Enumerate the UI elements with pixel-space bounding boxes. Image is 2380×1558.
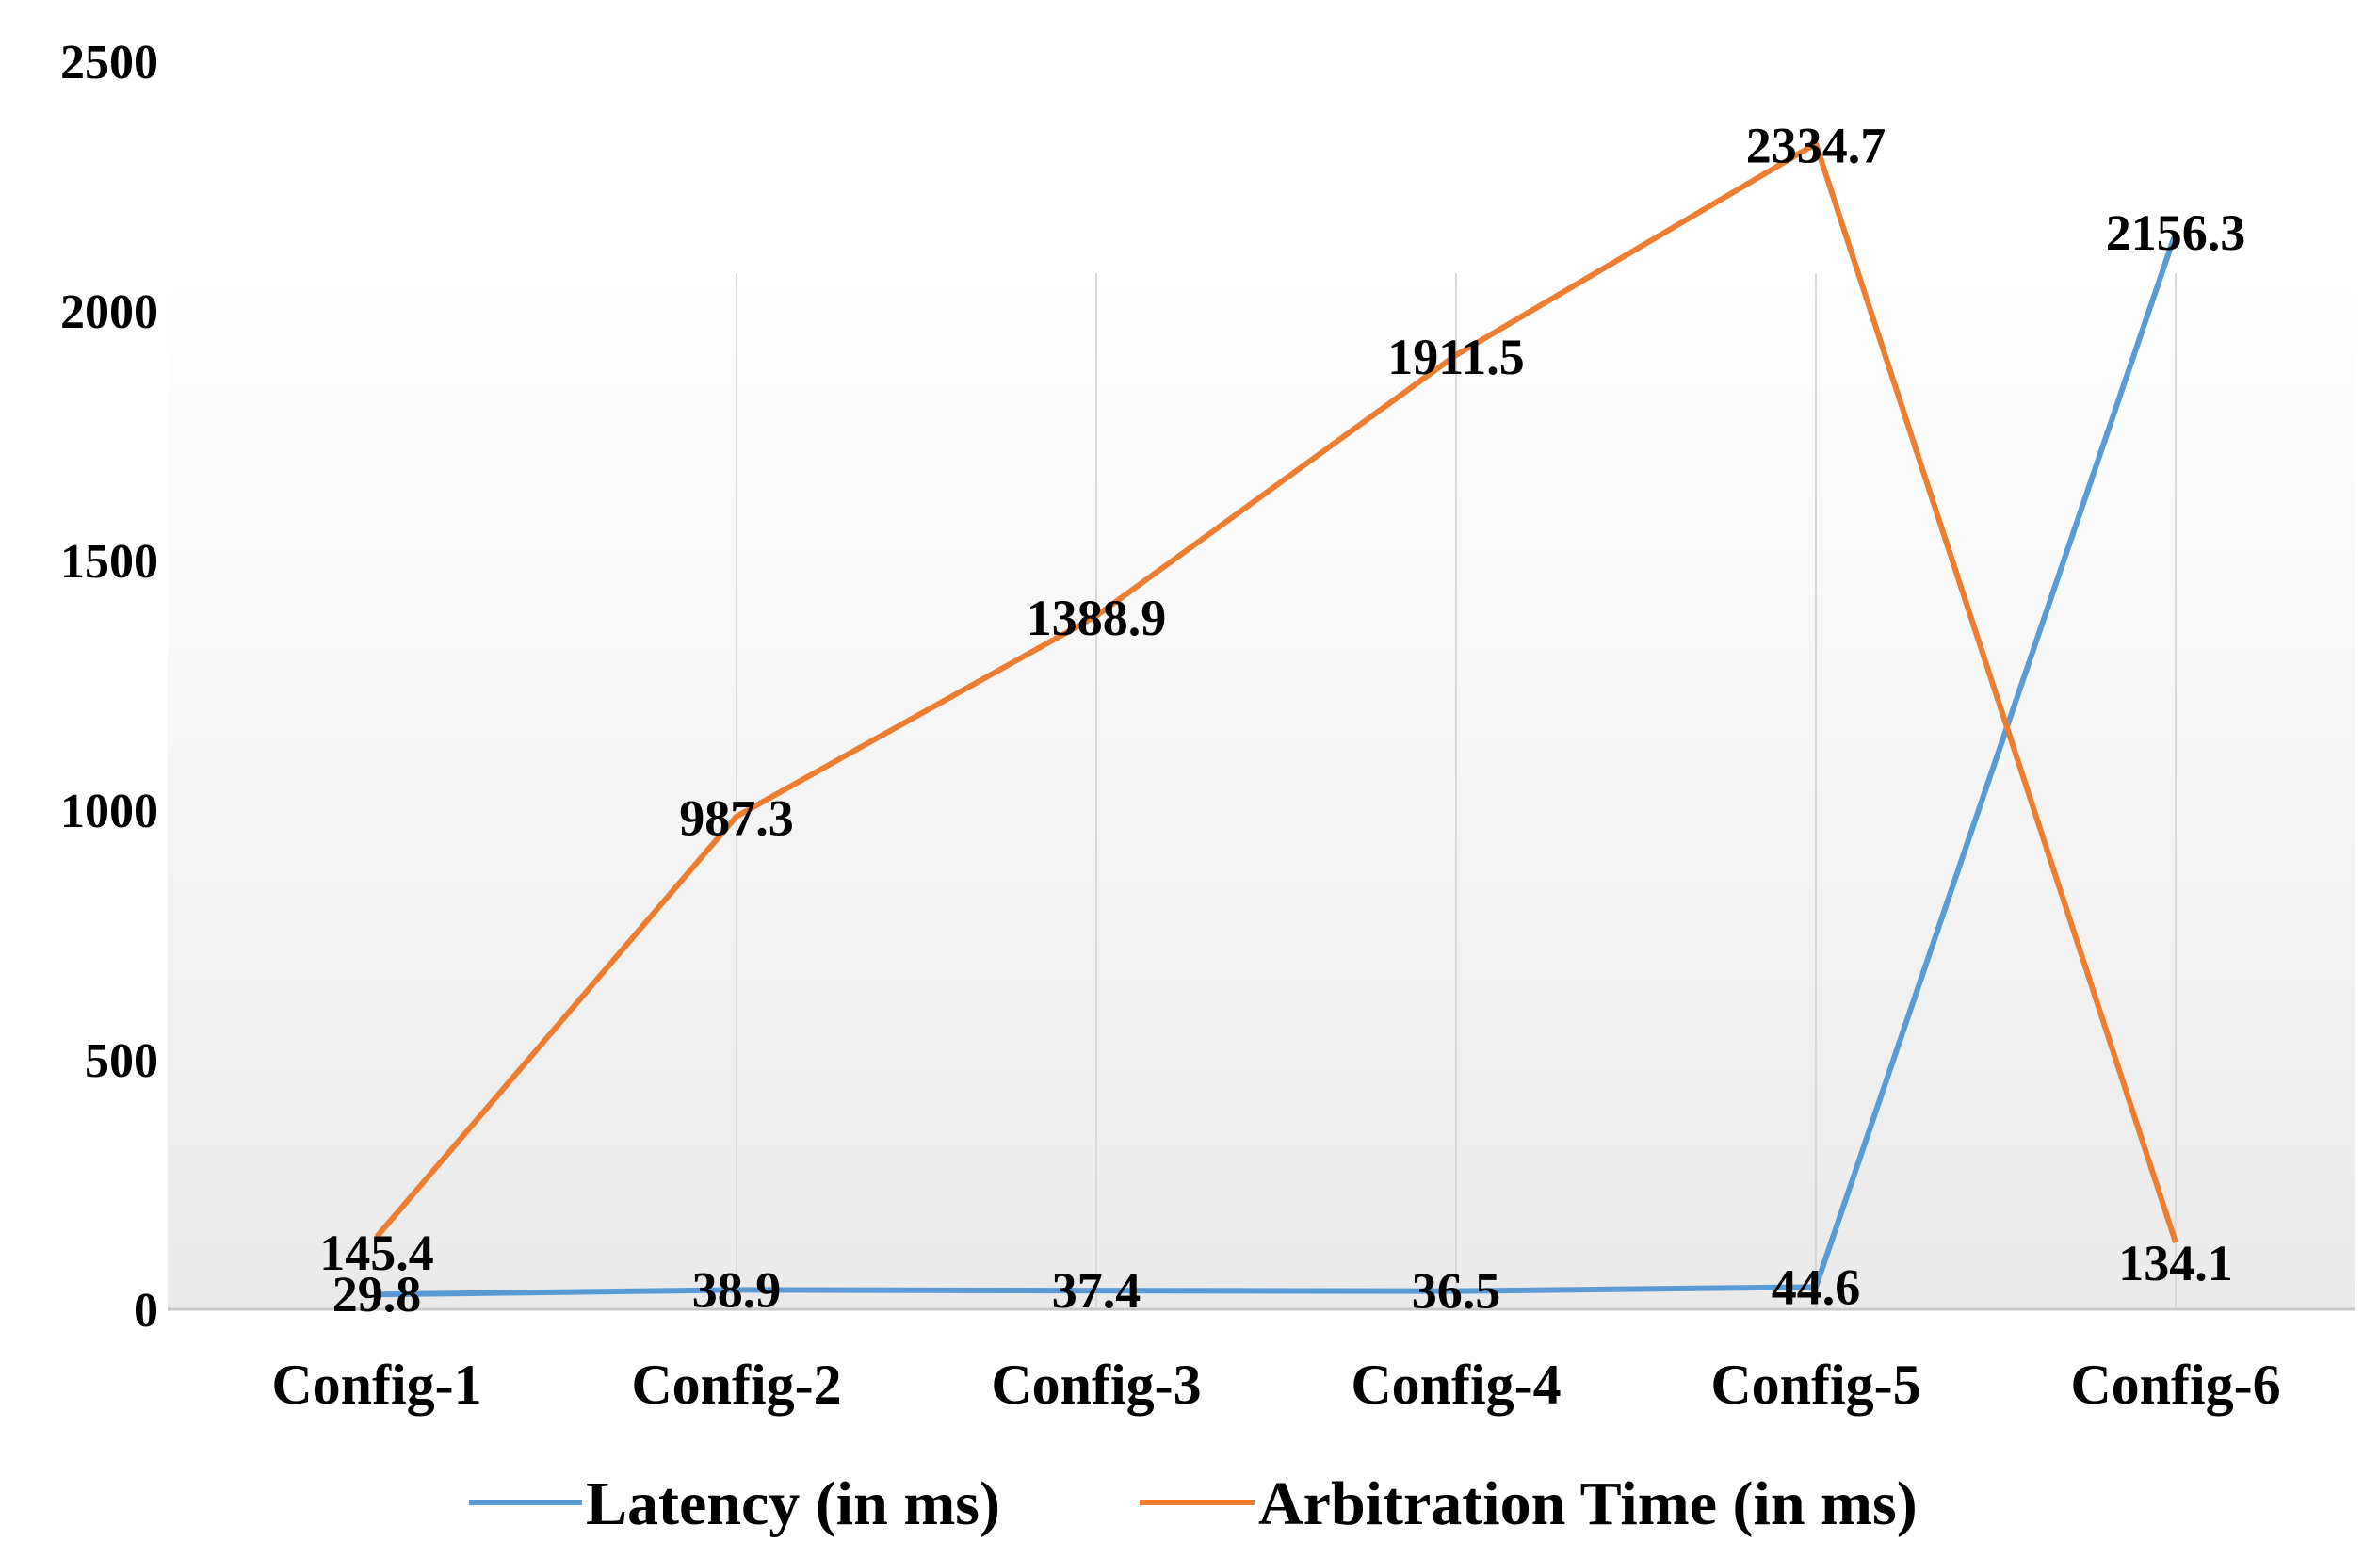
data-label-latency: 44.6 bbox=[1772, 1258, 1861, 1315]
data-label-arbitration-time: 1911.5 bbox=[1387, 329, 1525, 385]
data-label-latency: 38.9 bbox=[692, 1261, 782, 1318]
x-category-label: Config-4 bbox=[1351, 1354, 1561, 1416]
series-line-arbitration-time bbox=[374, 140, 2178, 1243]
y-tick-label: 0 bbox=[134, 1284, 158, 1338]
series-lines bbox=[374, 140, 2178, 1298]
data-label-arbitration-time: 987.3 bbox=[679, 790, 794, 847]
y-axis-ticks: 0 500 1000 1500 2000 2500 bbox=[60, 36, 158, 1338]
legend-label-latency: Latency (in ms) bbox=[586, 1469, 1000, 1538]
gridlines bbox=[736, 273, 2177, 1309]
data-label-latency: 2156.3 bbox=[2106, 204, 2246, 261]
legend-label-arbitration-time: Arbitration Time (in ms) bbox=[1258, 1469, 1918, 1538]
y-tick-label: 2000 bbox=[60, 285, 158, 339]
data-label-arbitration-time: 2334.7 bbox=[1746, 118, 1886, 174]
x-category-label: Config-5 bbox=[1710, 1354, 1920, 1416]
data-labels: 29.8 38.9 37.4 36.5 44.6 2156.3 145.4 987.3 1388… bbox=[319, 118, 2245, 1323]
y-tick-label: 2500 bbox=[60, 36, 158, 89]
data-label-arbitration-time: 134.1 bbox=[2118, 1235, 2233, 1291]
data-label-latency: 36.5 bbox=[1412, 1263, 1501, 1320]
x-category-label: Config-2 bbox=[631, 1354, 841, 1416]
series-line-latency bbox=[376, 232, 2178, 1298]
data-label-arbitration-time: 145.4 bbox=[319, 1225, 434, 1281]
y-tick-label: 1500 bbox=[60, 535, 158, 589]
plot-area-background bbox=[168, 273, 2355, 1309]
x-axis-categories: Config-1 Config-2 Config-3 Config-4 Config-5… bbox=[271, 1354, 2280, 1416]
legend: Latency (in ms) Arbitration Time (in ms) bbox=[469, 1469, 1918, 1538]
y-tick-label: 1000 bbox=[60, 785, 158, 838]
x-category-label: Config-6 bbox=[2070, 1354, 2280, 1416]
data-label-latency: 29.8 bbox=[332, 1266, 422, 1323]
x-category-label: Config-1 bbox=[271, 1354, 481, 1416]
y-tick-label: 500 bbox=[85, 1034, 158, 1088]
x-category-label: Config-3 bbox=[991, 1354, 1201, 1416]
data-label-arbitration-time: 1388.9 bbox=[1027, 590, 1167, 646]
data-label-latency: 37.4 bbox=[1052, 1262, 1141, 1319]
